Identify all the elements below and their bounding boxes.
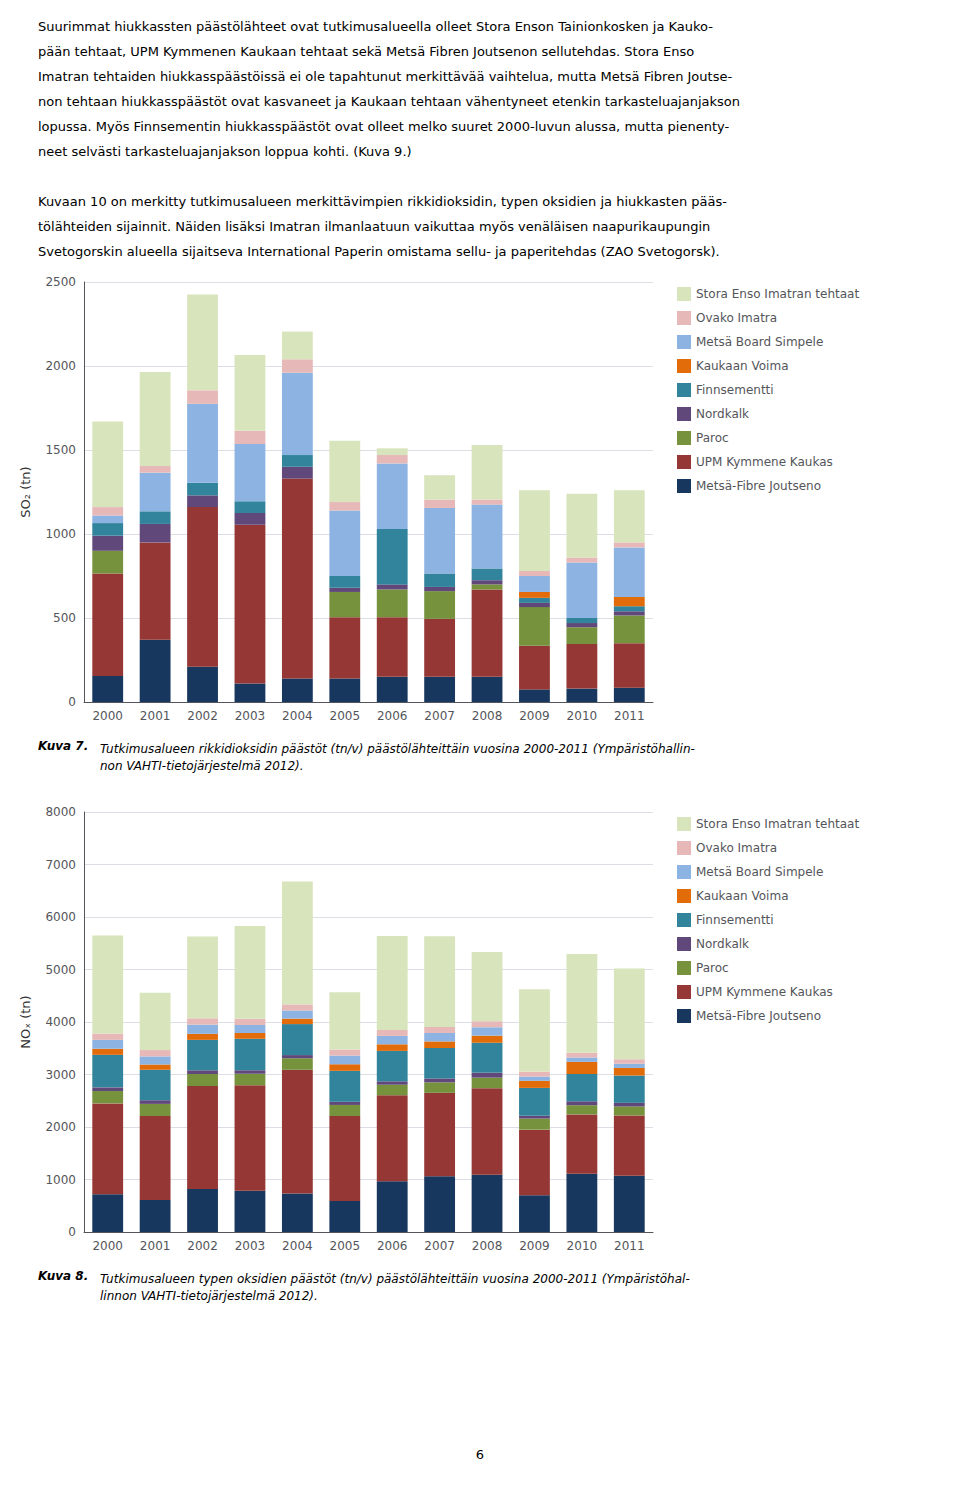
svg-text:Tutkimusalueen rikkidioksidin: Tutkimusalueen rikkidioksidin päästöt (t… (100, 742, 695, 756)
svg-text:tölähteiden sijainnit. Näiden: tölähteiden sijainnit. Näiden lisäksi Im… (38, 219, 710, 234)
svg-text:Finnsementti: Finnsementti (696, 383, 774, 397)
svg-text:Suurimmat hiukkassten päästölä: Suurimmat hiukkassten päästölähteet ovat… (38, 19, 713, 34)
svg-text:pään tehtaat, UPM Kymmenen Kau: pään tehtaat, UPM Kymmenen Kaukaan tehta… (38, 44, 694, 59)
svg-text:Stora Enso Imatran tehtaat: Stora Enso Imatran tehtaat (696, 817, 859, 831)
svg-text:2000: 2000 (45, 359, 76, 373)
svg-text:2007: 2007 (424, 709, 455, 723)
svg-text:6: 6 (476, 1447, 484, 1462)
svg-text:lopussa. Myös Finnsementin hiu: lopussa. Myös Finnsementin hiukkasspääst… (38, 119, 729, 134)
svg-text:2004: 2004 (282, 709, 313, 723)
svg-text:1500: 1500 (45, 443, 76, 457)
svg-text:Metsä Board Simpele: Metsä Board Simpele (696, 335, 823, 349)
svg-text:Kuva 8.: Kuva 8. (38, 1269, 88, 1283)
svg-text:2004: 2004 (282, 1239, 313, 1253)
svg-text:1000: 1000 (45, 527, 76, 541)
svg-text:2011: 2011 (614, 709, 645, 723)
svg-text:non VAHTI-tietojärjestelmä 201: non VAHTI-tietojärjestelmä 2012). (100, 759, 304, 773)
svg-text:Tutkimusalueen typen oksidien: Tutkimusalueen typen oksidien päästöt (t… (100, 1272, 690, 1286)
svg-text:2000: 2000 (92, 1239, 123, 1253)
svg-text:2010: 2010 (567, 1239, 598, 1253)
svg-text:Kuvaan 10 on merkitty tutkimus: Kuvaan 10 on merkitty tutkimusalueen mer… (38, 194, 727, 209)
svg-text:SO₂ (tn): SO₂ (tn) (18, 466, 33, 517)
svg-text:neet selvästi tarkasteluajanja: neet selvästi tarkasteluajanjakson loppu… (38, 144, 412, 159)
svg-text:Kuva 7.: Kuva 7. (38, 739, 88, 753)
svg-text:2003: 2003 (235, 709, 266, 723)
svg-text:2006: 2006 (377, 1239, 408, 1253)
svg-text:500: 500 (53, 611, 76, 625)
svg-text:Metsä Board Simpele: Metsä Board Simpele (696, 865, 823, 879)
svg-text:Ovako Imatra: Ovako Imatra (696, 841, 777, 855)
svg-text:non tehtaan hiukkasspäästöt ov: non tehtaan hiukkasspäästöt ovat kasvane… (38, 94, 740, 109)
svg-text:Paroc: Paroc (696, 961, 729, 975)
svg-text:2005: 2005 (330, 1239, 361, 1253)
svg-text:7000: 7000 (45, 858, 76, 872)
svg-text:2002: 2002 (187, 709, 218, 723)
svg-text:Kaukaan Voima: Kaukaan Voima (696, 889, 788, 903)
svg-text:UPM Kymmene Kaukas: UPM Kymmene Kaukas (696, 455, 833, 469)
svg-text:Ovako Imatra: Ovako Imatra (696, 311, 777, 325)
svg-text:linnon VAHTI-tietojärjestelmä: linnon VAHTI-tietojärjestelmä 2012). (100, 1289, 318, 1303)
svg-text:2008: 2008 (472, 1239, 503, 1253)
svg-text:NOₓ (tn): NOₓ (tn) (18, 995, 33, 1048)
svg-text:2006: 2006 (377, 709, 408, 723)
svg-text:2000: 2000 (92, 709, 123, 723)
svg-text:2500: 2500 (45, 275, 76, 289)
svg-text:2010: 2010 (567, 709, 598, 723)
svg-text:3000: 3000 (45, 1068, 76, 1082)
svg-text:4000: 4000 (45, 1015, 76, 1029)
svg-text:UPM Kymmene Kaukas: UPM Kymmene Kaukas (696, 985, 833, 999)
svg-text:Svetogorskin alueella sijaitse: Svetogorskin alueella sijaitseva Interna… (38, 244, 720, 259)
svg-text:Nordkalk: Nordkalk (696, 407, 749, 421)
svg-text:5000: 5000 (45, 963, 76, 977)
svg-text:2001: 2001 (140, 709, 171, 723)
svg-text:Kaukaan Voima: Kaukaan Voima (696, 359, 788, 373)
svg-text:Metsä-Fibre Joutseno: Metsä-Fibre Joutseno (696, 1009, 821, 1023)
svg-text:2009: 2009 (519, 1239, 550, 1253)
svg-text:Stora Enso Imatran tehtaat: Stora Enso Imatran tehtaat (696, 287, 859, 301)
svg-text:2011: 2011 (614, 1239, 645, 1253)
svg-text:2003: 2003 (235, 1239, 266, 1253)
svg-text:2009: 2009 (519, 709, 550, 723)
svg-text:Imatran tehtaiden hiukkasspääs: Imatran tehtaiden hiukkasspäästöissä ei … (38, 69, 732, 84)
svg-text:2002: 2002 (187, 1239, 218, 1253)
svg-text:0: 0 (68, 1225, 76, 1239)
svg-text:Nordkalk: Nordkalk (696, 937, 749, 951)
svg-text:2001: 2001 (140, 1239, 171, 1253)
svg-text:6000: 6000 (45, 910, 76, 924)
svg-text:2005: 2005 (330, 709, 361, 723)
svg-text:Metsä-Fibre Joutseno: Metsä-Fibre Joutseno (696, 479, 821, 493)
svg-text:0: 0 (68, 695, 76, 709)
svg-text:2000: 2000 (45, 1120, 76, 1134)
svg-text:1000: 1000 (45, 1173, 76, 1187)
svg-text:Finnsementti: Finnsementti (696, 913, 774, 927)
svg-text:Paroc: Paroc (696, 431, 729, 445)
svg-text:2007: 2007 (424, 1239, 455, 1253)
svg-text:8000: 8000 (45, 805, 76, 819)
svg-text:2008: 2008 (472, 709, 503, 723)
